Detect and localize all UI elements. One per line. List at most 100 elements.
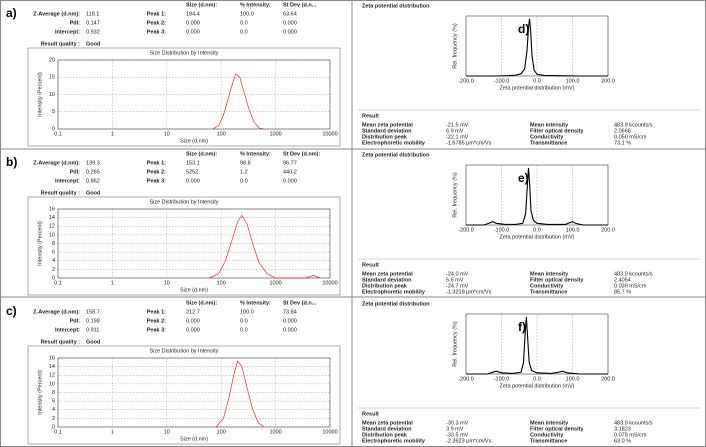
chart-frame (27, 196, 341, 296)
x-tick-label: 200.0 (601, 376, 615, 382)
panel-label: a) (6, 6, 17, 20)
y-tick-label: 0 (52, 275, 55, 281)
y-tick-label: 4 (52, 407, 55, 413)
cell-value: 6.6 mV (446, 277, 464, 283)
quality-label: Result quality : (41, 190, 81, 196)
cell-label: Distribution peak (362, 283, 408, 289)
table-header: Size (d.nm): (186, 151, 217, 157)
peak-value: 0.0 (240, 29, 248, 35)
peak-label: Peak 3: (147, 327, 166, 333)
table-header: % Intensity: (240, 2, 271, 8)
cell-label: Filter optical density (530, 277, 584, 283)
cell-value: -1.3219 µm*cm/Vs (446, 289, 492, 295)
row-value: 158.7 (86, 309, 100, 315)
y-tick-label: 8 (52, 241, 55, 247)
y-tick-label: 10 (49, 381, 55, 387)
peak-value: 0.0 (240, 178, 248, 184)
cell-label: Transmittance (530, 140, 567, 146)
y-tick-label: 8 (52, 390, 55, 396)
chart-title: Zeta potential distribution (362, 152, 430, 158)
cell-label: Mean intensity (530, 420, 569, 426)
series-line (208, 214, 320, 279)
x-tick-label: -100.0 (494, 376, 510, 382)
x-tick-label: 0.1 (54, 429, 62, 435)
cell-value: 63.0 % (614, 438, 631, 444)
x-axis-label: Zeta potential distribution (mV) (500, 85, 575, 91)
cell-label: Distribution peak (362, 134, 408, 140)
chart-title: Size Distribution by Intensity (149, 50, 218, 56)
cell-value: 73.1 % (614, 140, 631, 146)
y-tick-label: 20 (49, 57, 55, 63)
y-axis-label: Rel. frequency (%) (452, 172, 458, 218)
peak-value: 100.0 (240, 11, 254, 17)
x-tick-label: 10 (164, 280, 170, 286)
quality-value: Good (86, 41, 100, 47)
row-label: PdI: (70, 169, 81, 175)
row-label: Z-Average (d.nm): (33, 11, 80, 17)
x-tick-label: -100.0 (494, 227, 510, 233)
y-tick-label: 0 (52, 424, 55, 430)
x-tick-label: 0.1 (54, 280, 62, 286)
cell-value: -1.6785 µm*cm/Vs (446, 140, 492, 146)
peak-value: 212.7 (186, 309, 200, 315)
peak-value: 0.000 (186, 178, 200, 184)
x-tick-label: -100.0 (494, 78, 510, 84)
chart-frame (27, 47, 341, 147)
panel-label: d) (518, 22, 529, 36)
peak-value: 98.8 (240, 160, 251, 166)
plot-frame (465, 15, 609, 77)
cell-label: Electrophoretic mobility (362, 140, 426, 146)
cell-label: Transmittance (530, 438, 567, 444)
peak-value: 0.000 (283, 318, 297, 324)
cell-label: Distribution peak (362, 432, 408, 438)
peak-value: 0.000 (283, 327, 297, 333)
cell-label: Mean intensity (530, 122, 569, 128)
cell-value: -24.7 mV (446, 283, 469, 289)
x-tick-label: 0.1 (54, 131, 62, 137)
x-tick-label: 0.0 (533, 227, 541, 233)
cell-label: Filter optical density (530, 426, 584, 432)
peak-value: 440.2 (283, 169, 297, 175)
peak-value: 63.64 (283, 11, 297, 17)
y-tick-label: 16 (49, 206, 55, 212)
cell-label: Electrophoretic mobility (362, 289, 426, 295)
quality-label: Result quality : (41, 41, 81, 47)
x-tick-label: 200.0 (601, 227, 615, 233)
x-tick-label: 100.0 (566, 227, 580, 233)
cell-value: 0.078 mS/cm (614, 432, 647, 438)
cell-label: Standard deviation (362, 426, 412, 432)
y-tick-label: 4 (52, 258, 55, 264)
row-label: Intercept: (55, 29, 80, 35)
y-tick-label: 10 (49, 92, 55, 98)
chart-title: Zeta potential distribution (362, 301, 430, 307)
peak-label: Peak 3: (147, 178, 166, 184)
cell-value: 0.039 mS/cm (614, 283, 647, 289)
peak-value: 0.0 (240, 327, 248, 333)
peak-label: Peak 2: (147, 318, 166, 324)
y-tick-label: 12 (49, 224, 55, 230)
cell-label: Mean zeta potential (362, 420, 413, 426)
cell-value: -21.5 mV (446, 122, 469, 128)
cell-value: 483.9 kcounts/s (614, 271, 653, 277)
plot-frame (465, 313, 609, 375)
table-header: Size (d.nm): (186, 300, 217, 306)
cell-value: -2.3623 µm*cm/Vs (446, 438, 492, 444)
plot-frame (57, 357, 331, 428)
cell-value: 85.7 % (614, 289, 631, 295)
cell-label: Mean intensity (530, 271, 569, 277)
cell-value: 483.9 kcounts/s (614, 122, 653, 128)
x-tick-label: 1 (111, 429, 114, 435)
peak-value: 0.0 (240, 318, 248, 324)
peak-value: 73.84 (283, 309, 297, 315)
peak-value: 0.000 (186, 327, 200, 333)
cell-value: -24.0 mV (446, 271, 469, 277)
y-axis-label: Rel. frequency (%) (452, 321, 458, 367)
chart-title: Zeta potential distribution (362, 3, 430, 9)
cell-value: -33.5 mV (446, 432, 469, 438)
cell-label: Standard deviation (362, 277, 412, 283)
x-tick-label: 10 (164, 131, 170, 137)
cell-label: Mean zeta potential (362, 271, 413, 277)
table-header: Size (d.nm): (186, 2, 217, 8)
table-header: % Intensity: (240, 300, 271, 306)
